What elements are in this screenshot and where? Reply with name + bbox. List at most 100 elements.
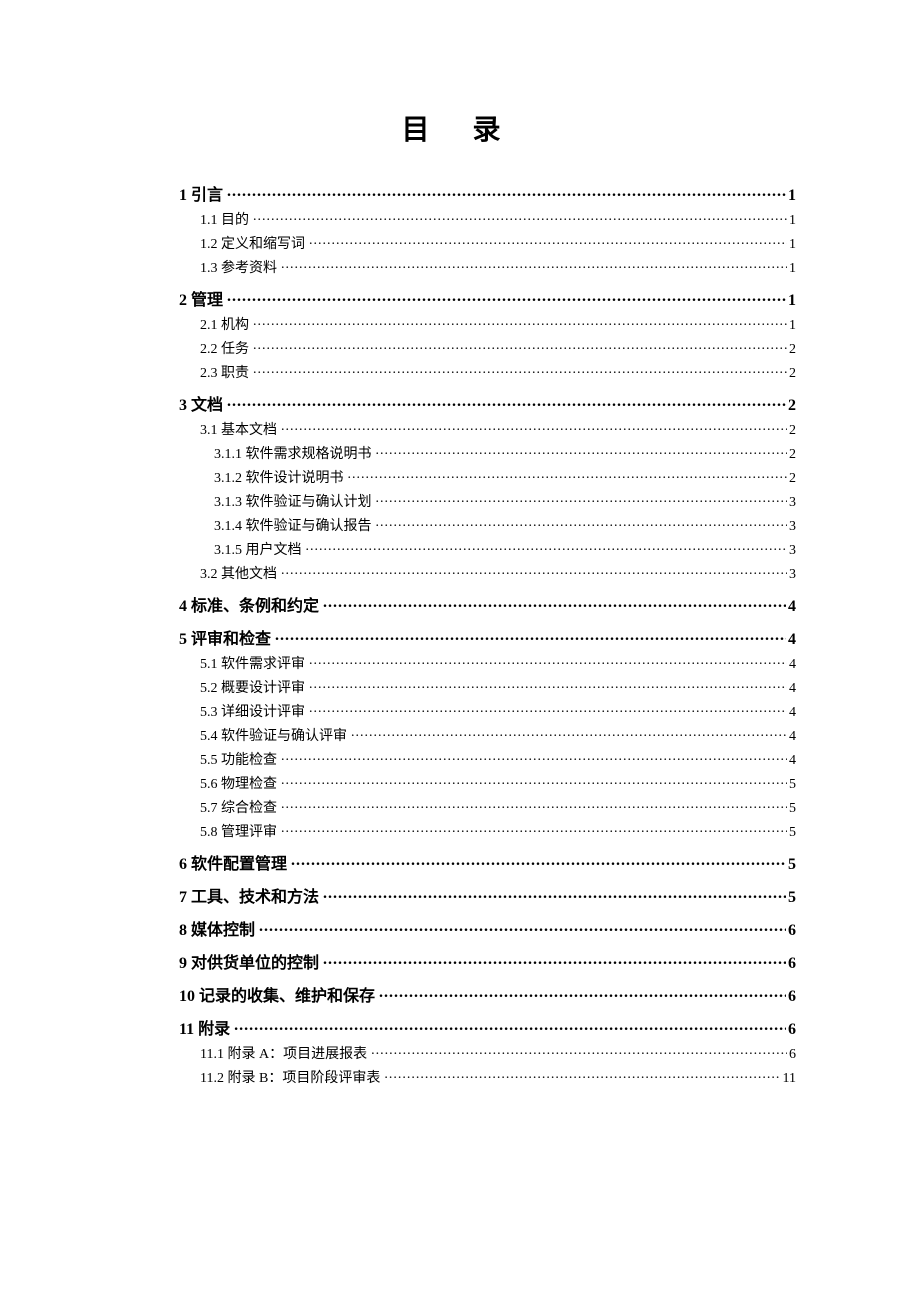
toc-entry: 10 记录的收集、维护和保存 6 [179,985,796,1005]
toc-entry-label: 11.1 附录 A：项目进展报表 [200,1048,371,1062]
toc-page-number: 4 [786,632,796,648]
toc-page-number: 3 [787,520,796,534]
toc-entry: 2.2 任务 2 [200,339,796,357]
toc-page-number: 2 [787,424,796,438]
toc-leader [291,853,786,869]
toc-leader [323,952,786,968]
toc-leader [306,540,788,554]
toc-entry-label: 3.1.3 软件验证与确认计划 [214,496,376,510]
toc-page-number: 3 [787,496,796,510]
toc-entry-label: 1.3 参考资料 [200,262,281,276]
toc-entry: 2.3 职责 2 [200,363,796,381]
toc-page-number: 2 [787,367,796,381]
toc-entry: 3.1.3 软件验证与确认计划 3 [214,492,796,510]
toc-entry-label: 2 管理 [179,293,227,309]
toc-leader [379,985,786,1001]
toc-leader [376,444,788,458]
toc-entry: 2 管理 1 [179,289,796,309]
toc-entry-label: 2.2 任务 [200,343,253,357]
toc-entry-label: 7 工具、技术和方法 [179,890,323,906]
toc-page-number: 5 [786,857,796,873]
toc-entry-label: 5 评审和检查 [179,632,275,648]
toc-entry-label: 5.5 功能检查 [200,754,281,768]
toc-entry: 5.5 功能检查 4 [200,750,796,768]
toc-entry: 5.3 详细设计评审 4 [200,702,796,720]
toc-entry: 5.1 软件需求评审 4 [200,654,796,672]
toc-leader [227,184,786,200]
toc-entry: 3.1.5 用户文档 3 [214,540,796,558]
toc-leader [259,919,786,935]
toc-entry: 5.2 概要设计评审 4 [200,678,796,696]
toc-entry: 9 对供货单位的控制 6 [179,952,796,972]
toc-entry-label: 5.1 软件需求评审 [200,658,309,672]
toc-leader [275,628,786,644]
toc-page-number: 3 [787,544,796,558]
toc-entry-label: 3 文档 [179,398,227,414]
toc-entry-label: 5.7 综合检查 [200,802,281,816]
toc-page-number: 3 [787,568,796,582]
toc-page-number: 4 [787,658,796,672]
toc-entry-label: 5.2 概要设计评审 [200,682,309,696]
toc-leader [351,726,787,740]
toc-entry-label: 8 媒体控制 [179,923,259,939]
toc-leader [371,1044,787,1058]
toc-entry: 8 媒体控制 6 [179,919,796,939]
toc-leader [227,394,786,410]
toc-entry: 5 评审和检查 4 [179,628,796,648]
toc-list: 1 引言 11.1 目的 11.2 定义和缩写词 11.3 参考资料 12 管理… [124,184,796,1086]
toc-page-number: 1 [787,262,796,276]
toc-leader [384,1068,780,1082]
toc-page-number: 5 [786,890,796,906]
toc-page-number: 6 [786,923,796,939]
toc-entry: 5.8 管理评审 5 [200,822,796,840]
toc-entry: 1.1 目的 1 [200,210,796,228]
toc-entry: 4 标准、条例和约定 4 [179,595,796,615]
toc-leader [376,492,788,506]
toc-entry: 3.1.4 软件验证与确认报告 3 [214,516,796,534]
toc-page-number: 6 [786,1022,796,1038]
toc-entry: 3 文档 2 [179,394,796,414]
toc-leader [253,339,787,353]
toc-entry-label: 1.1 目的 [200,214,253,228]
toc-page-number: 1 [786,293,796,309]
toc-leader [309,702,787,716]
toc-entry: 1.3 参考资料 1 [200,258,796,276]
toc-page-number: 6 [786,989,796,1005]
toc-entry-label: 3.1.1 软件需求规格说明书 [214,448,376,462]
toc-page-number: 2 [787,472,796,486]
toc-entry: 1 引言 1 [179,184,796,204]
toc-entry: 11.1 附录 A：项目进展报表 6 [200,1044,796,1062]
toc-entry-label: 6 软件配置管理 [179,857,291,873]
toc-entry: 7 工具、技术和方法 5 [179,886,796,906]
toc-leader [253,363,787,377]
toc-leader [253,210,787,224]
toc-leader [348,468,788,482]
toc-entry: 5.7 综合检查 5 [200,798,796,816]
toc-leader [309,678,787,692]
toc-page-number: 1 [787,214,796,228]
toc-page-number: 5 [787,802,796,816]
toc-entry-label: 2.3 职责 [200,367,253,381]
toc-entry-label: 2.1 机构 [200,319,253,333]
toc-leader [309,654,787,668]
toc-leader [227,289,786,305]
toc-entry-label: 5.4 软件验证与确认评审 [200,730,351,744]
toc-page-number: 2 [786,398,796,414]
toc-leader [281,420,787,434]
toc-page-number: 4 [787,754,796,768]
toc-entry: 11 附录 6 [179,1018,796,1038]
toc-title: 目 录 [124,108,796,148]
toc-leader [323,595,786,611]
toc-entry-label: 11.2 附录 B：项目阶段评审表 [200,1072,384,1086]
toc-page-number: 4 [787,682,796,696]
toc-entry: 2.1 机构 1 [200,315,796,333]
toc-page-number: 5 [787,778,796,792]
toc-entry: 11.2 附录 B：项目阶段评审表 11 [200,1068,796,1086]
toc-entry-label: 5.3 详细设计评审 [200,706,309,720]
toc-leader [323,886,786,902]
toc-leader [281,750,787,764]
toc-entry-label: 3.1.2 软件设计说明书 [214,472,348,486]
toc-entry-label: 10 记录的收集、维护和保存 [179,989,379,1005]
toc-leader [234,1018,786,1034]
toc-page-number: 11 [781,1072,796,1086]
